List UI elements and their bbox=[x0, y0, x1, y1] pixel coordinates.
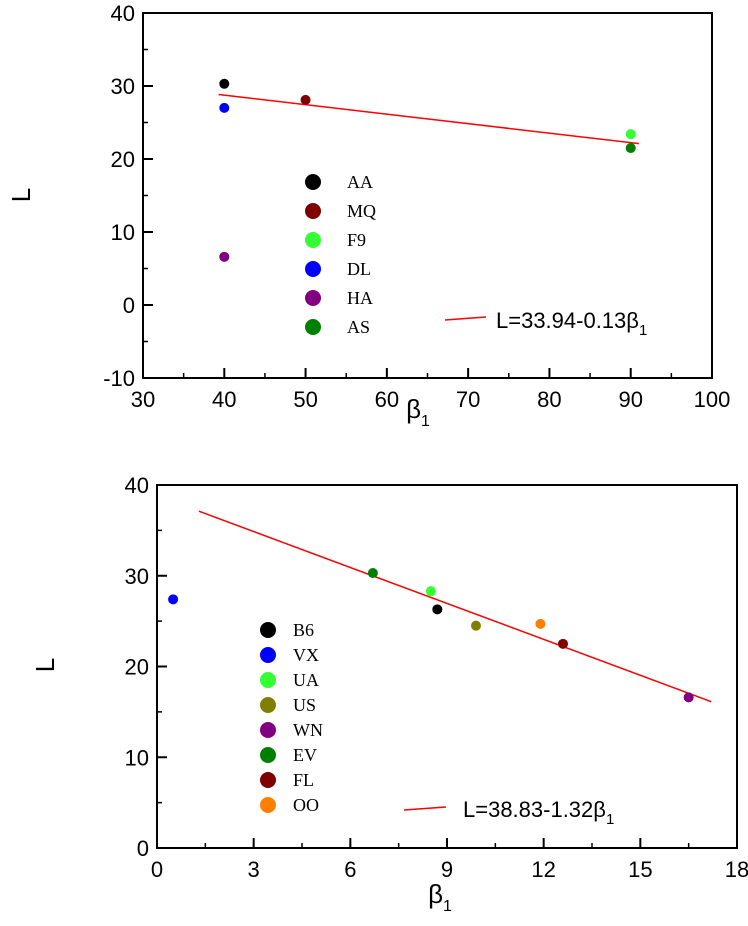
x-axis-title-main: β bbox=[428, 879, 443, 909]
x-tick-label: 15 bbox=[628, 857, 652, 882]
legend-label-fl: FL bbox=[293, 770, 314, 790]
y-tick-label: 40 bbox=[111, 1, 135, 26]
legend-label-mq: MQ bbox=[347, 201, 376, 221]
data-point-aa bbox=[219, 78, 230, 89]
y-tick-label: 20 bbox=[125, 655, 149, 680]
fit-legend-line bbox=[444, 316, 487, 321]
legend-marker-dl bbox=[305, 261, 321, 277]
data-point-dl bbox=[219, 102, 230, 113]
fit-equation-main: L=38.83-1.32β bbox=[463, 797, 606, 822]
fit-line bbox=[218, 93, 639, 145]
legend-label-us: US bbox=[293, 695, 316, 715]
legend-label-ua: UA bbox=[293, 670, 319, 690]
data-point-mq bbox=[300, 94, 311, 105]
legend-marker-ev bbox=[260, 747, 276, 763]
legend-marker-aa bbox=[305, 174, 321, 190]
data-point-wn bbox=[683, 692, 694, 703]
legend-label-wn: WN bbox=[293, 720, 323, 740]
x-tick-label: 80 bbox=[537, 387, 561, 412]
y-tick-label: 10 bbox=[111, 220, 135, 245]
data-point-b6 bbox=[432, 604, 443, 615]
x-axis-title-subscript: 1 bbox=[421, 413, 430, 430]
x-axis-title: β1 bbox=[406, 394, 430, 430]
data-point-us bbox=[471, 620, 481, 631]
y-tick-label: 30 bbox=[111, 74, 135, 99]
fit-equation: L=38.83-1.32β1 bbox=[463, 797, 614, 828]
y-tick-label: 0 bbox=[123, 293, 135, 318]
fit-equation-main: L=33.94-0.13β bbox=[496, 308, 639, 333]
legend-marker-fl bbox=[260, 772, 276, 788]
y-axis-title: L bbox=[30, 658, 60, 672]
legend: AA MQ F9 DL HA AS bbox=[305, 172, 376, 337]
fit-equation-subscript: 1 bbox=[606, 811, 614, 828]
fit-legend: L=38.83-1.32β1 bbox=[403, 797, 614, 828]
plot-frame bbox=[156, 484, 738, 849]
data-point-ua bbox=[425, 586, 436, 597]
fit-legend: L=33.94-0.13β1 bbox=[444, 308, 647, 339]
x-axis-title-main: β bbox=[406, 394, 421, 424]
legend-label-dl: DL bbox=[347, 259, 371, 279]
y-tick-label: 30 bbox=[125, 564, 149, 589]
legend-marker-mq bbox=[305, 203, 321, 219]
x-axis-title: β1 bbox=[428, 879, 452, 915]
fit-line bbox=[198, 510, 712, 703]
legend: B6 VX UA US WN EV FL OO bbox=[260, 620, 323, 815]
legend-marker-f9 bbox=[305, 232, 321, 248]
data-point-vx bbox=[168, 594, 179, 605]
x-tick-label: 6 bbox=[344, 857, 356, 882]
x-axis-title-subscript: 1 bbox=[443, 898, 452, 915]
x-tick-label: 0 bbox=[151, 857, 163, 882]
x-tick-label: 100 bbox=[694, 387, 731, 412]
legend-marker-b6 bbox=[260, 622, 276, 638]
legend-marker-ua bbox=[260, 672, 276, 688]
chart-1: 30 40 50 60 70 80 90 100-10010203040β1LAAMQF9DL… bbox=[6, 1, 730, 430]
fit-legend-line bbox=[403, 806, 447, 811]
legend-marker-as bbox=[305, 319, 321, 335]
x-tick-label: 60 bbox=[375, 387, 399, 412]
legend-label-ha: HA bbox=[347, 288, 373, 308]
x-tick-label: 50 bbox=[293, 387, 317, 412]
legend-marker-wn bbox=[260, 722, 276, 738]
legend-label-f9: F9 bbox=[347, 230, 366, 250]
x-tick-label: 9 bbox=[441, 857, 453, 882]
fit-equation: L=33.94-0.13β1 bbox=[496, 308, 647, 339]
legend-label-as: AS bbox=[347, 317, 370, 337]
legend-marker-vx bbox=[260, 647, 276, 663]
legend-label-vx: VX bbox=[293, 645, 319, 665]
x-tick-label: 30 bbox=[131, 387, 155, 412]
fit-equation-subscript: 1 bbox=[639, 322, 647, 339]
y-tick-label: 0 bbox=[137, 836, 149, 861]
legend-marker-oo bbox=[260, 797, 276, 813]
legend-label-ev: EV bbox=[293, 745, 317, 765]
legend-marker-ha bbox=[305, 290, 321, 306]
data-point-fl bbox=[558, 638, 568, 649]
y-tick-label: 10 bbox=[125, 745, 149, 770]
y-tick-label: -10 bbox=[103, 366, 135, 391]
y-axis-title: L bbox=[6, 188, 36, 202]
legend-label-oo: OO bbox=[293, 795, 319, 815]
x-tick-label: 12 bbox=[531, 857, 555, 882]
data-point-f9 bbox=[625, 129, 636, 140]
x-tick-label: 90 bbox=[618, 387, 642, 412]
y-tick-label: 40 bbox=[125, 473, 149, 498]
legend-label-aa: AA bbox=[347, 172, 373, 192]
x-tick-label: 3 bbox=[248, 857, 260, 882]
legend-label-b6: B6 bbox=[293, 620, 314, 640]
x-tick-label: 70 bbox=[456, 387, 480, 412]
x-tick-label: 40 bbox=[212, 387, 236, 412]
data-point-ev bbox=[367, 568, 378, 579]
data-point-oo bbox=[535, 618, 546, 629]
y-tick-label: 20 bbox=[111, 147, 135, 172]
data-point-as bbox=[625, 143, 636, 154]
data-point-ha bbox=[219, 251, 230, 262]
legend-marker-us bbox=[260, 697, 276, 713]
x-tick-label: 18 bbox=[725, 857, 748, 882]
